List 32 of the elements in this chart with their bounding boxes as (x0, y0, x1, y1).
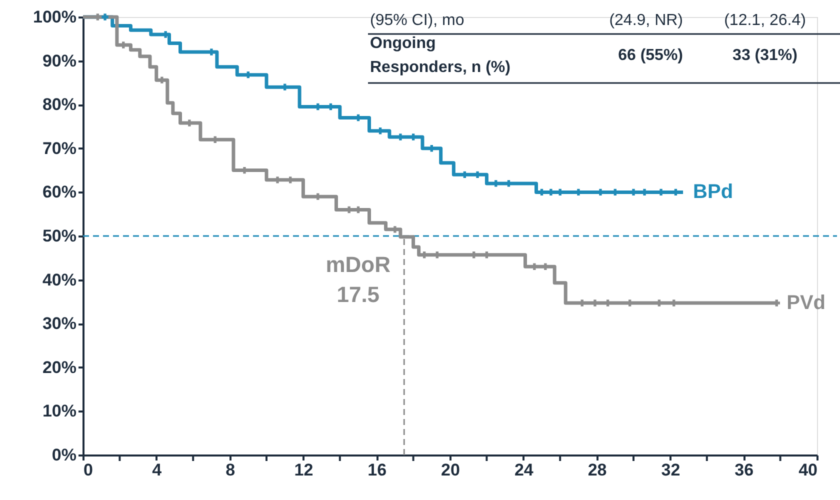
y-tick-label: 0% (52, 446, 76, 464)
point (102, 14, 108, 20)
annotation: 66 (55%) (618, 47, 683, 64)
x-tick-label: 32 (661, 460, 680, 480)
annotation: 33 (31%) (732, 47, 798, 64)
ref-line-label: mDoR 17.5 (326, 252, 391, 307)
annotation: (95% CI), mo (370, 12, 464, 29)
annotation: Ongoing Responders, n (%) (370, 35, 510, 76)
y-tick-label: 80% (42, 95, 76, 114)
y-tick-label: 60% (42, 182, 76, 202)
x-tick-label: 4 (152, 460, 162, 480)
y-tick-label: 90% (42, 51, 76, 70)
x-tick-label: 20 (441, 460, 460, 480)
x-tick-label: 36 (734, 460, 754, 480)
y-tick-label: 10% (42, 402, 76, 421)
x-tick-label: 24 (514, 460, 534, 480)
y-tick-label: 20% (42, 358, 76, 377)
x-tick-label: 28 (588, 460, 607, 480)
x-tick-label: 40 (798, 460, 818, 480)
y-tick-label: 30% (42, 314, 76, 334)
x-tick-label: 16 (368, 460, 387, 480)
series-label: PVd (786, 292, 826, 314)
y-tick-label: 40% (42, 270, 76, 290)
y-tick-label: 50% (42, 226, 76, 246)
series-label: BPd (693, 181, 734, 204)
annotation: (12.1, 26.4) (724, 12, 806, 29)
y-tick-label: 100% (33, 8, 76, 26)
x-tick-label: 8 (226, 460, 236, 480)
annotation: (24.9, NR) (609, 12, 683, 29)
x-tick-label: 12 (294, 460, 314, 480)
y-tick-label: 70% (42, 138, 76, 158)
x-tick-label: 0 (84, 460, 93, 480)
